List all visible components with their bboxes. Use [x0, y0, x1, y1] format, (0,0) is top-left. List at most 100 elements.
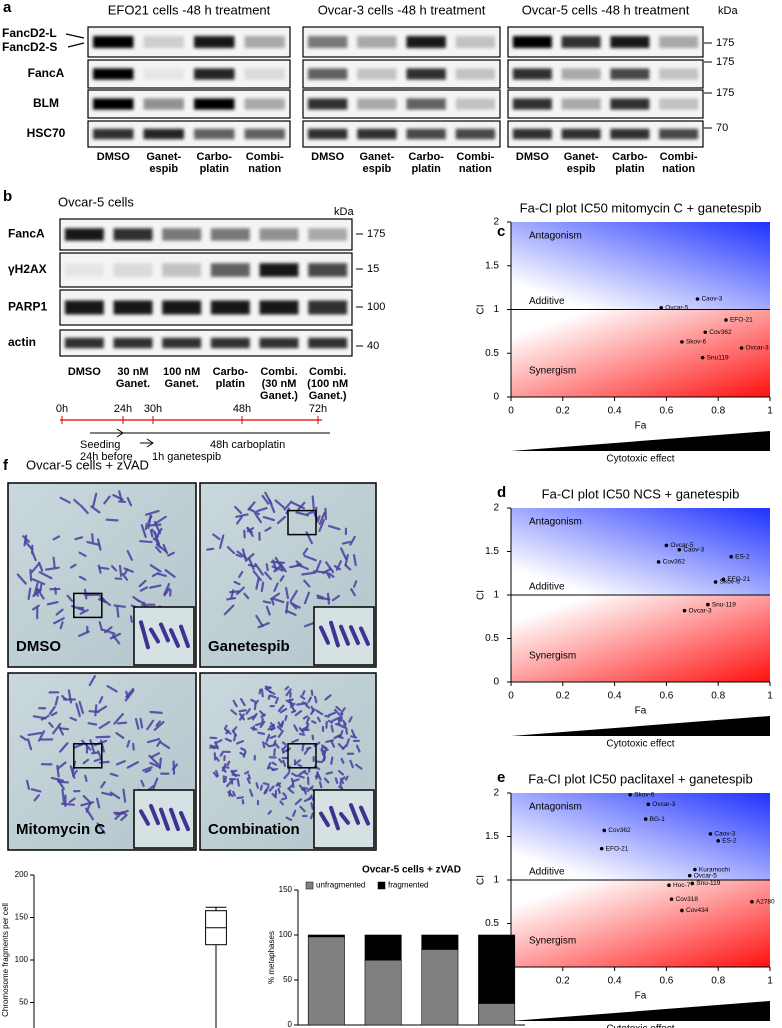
x-tick-label: 0.2	[556, 406, 570, 417]
lane-label: (30 nM	[262, 378, 297, 390]
blot-band	[659, 68, 699, 80]
chromosome-zoom	[349, 625, 360, 646]
region-label: Additive	[529, 867, 565, 878]
chromosome	[279, 721, 284, 727]
lane-label: Combi.	[309, 366, 346, 378]
lane-label: espib	[149, 163, 178, 175]
lane-label: espib	[363, 163, 392, 175]
timeline-time: 0h	[56, 403, 68, 415]
chromosome-zoom	[349, 803, 360, 825]
chromosome	[97, 705, 108, 713]
chromosome	[70, 563, 77, 569]
chromosome	[301, 571, 317, 576]
chromosome	[299, 805, 306, 813]
chromosome	[158, 757, 162, 770]
chromosome	[248, 557, 255, 571]
row-label: FancD2-S	[2, 40, 57, 54]
data-point	[667, 883, 671, 888]
blot-band	[194, 98, 235, 110]
synergism-region	[511, 880, 770, 967]
chromosome	[302, 547, 309, 556]
chromosome	[226, 546, 236, 555]
x-tick-label: 0	[508, 691, 514, 702]
chromosome	[55, 608, 64, 616]
chromosome	[354, 763, 363, 770]
blot-title: Ovcar-3 cells -48 h treatment	[318, 2, 486, 17]
blot-frame	[59, 329, 353, 357]
chromosome	[212, 745, 219, 750]
chromosome	[303, 554, 317, 562]
chromosome	[256, 507, 268, 513]
chromosome	[285, 688, 292, 697]
data-point	[750, 899, 754, 904]
panel-letter: e	[497, 769, 505, 786]
chromosome	[115, 732, 125, 739]
legend-label: fragmented	[388, 881, 428, 890]
point-label: Ovcar-5	[670, 542, 694, 549]
chromosome	[101, 791, 113, 797]
chromosome	[278, 561, 287, 573]
chromosome	[291, 501, 306, 510]
chromosome	[246, 527, 255, 533]
arrow	[67, 42, 85, 48]
chromosome	[349, 759, 354, 769]
data-point	[716, 839, 720, 843]
chromosome	[274, 499, 285, 509]
data-point	[646, 802, 651, 807]
chromosome	[231, 773, 241, 777]
chromosome-zoom	[319, 625, 330, 645]
chromosome	[82, 758, 90, 765]
chromosome-zoom	[149, 627, 160, 644]
chromosome	[234, 505, 243, 514]
lane-label: Ganet-	[359, 151, 394, 163]
chromosome	[245, 708, 251, 715]
chromosome	[126, 550, 133, 561]
chromosome	[163, 582, 171, 596]
region-label: Additive	[529, 582, 565, 593]
chromosome-zoom	[159, 622, 170, 643]
chromosome	[24, 540, 34, 551]
chromosome	[98, 720, 111, 729]
blot-band	[244, 68, 285, 80]
chromosome	[120, 814, 128, 822]
chromosome	[272, 559, 278, 572]
chromosome	[57, 780, 70, 784]
chart-title: Fa-CI plot IC50 NCS + ganetespib	[542, 486, 740, 501]
chromosome	[269, 723, 275, 728]
blot-band	[406, 68, 446, 80]
chromosome	[78, 630, 90, 637]
chromosome	[330, 756, 334, 765]
chromosome	[289, 589, 298, 603]
chromosome	[264, 687, 272, 694]
chromosome	[88, 675, 96, 687]
chromosome	[272, 597, 285, 604]
lane-label: espib	[567, 163, 596, 175]
point-label: Cov434	[686, 907, 709, 914]
chromosome	[167, 551, 175, 557]
chromosome	[306, 510, 314, 515]
chromosome	[48, 706, 56, 715]
blot-band	[93, 128, 134, 140]
chromosome	[262, 600, 272, 604]
chromosome	[59, 621, 64, 630]
point-label: EFO-21	[606, 845, 629, 852]
lane-label: DMSO	[68, 366, 101, 378]
blot-band	[194, 68, 235, 80]
chromosome	[265, 605, 271, 616]
chromosome	[124, 689, 135, 702]
y-tick-label: 2	[493, 217, 499, 228]
chromosome	[295, 511, 310, 517]
blot-band	[455, 128, 496, 140]
chromosome-zoom	[359, 805, 370, 826]
chromosome	[287, 787, 295, 794]
row-label: HSC70	[27, 126, 66, 140]
chromosome	[236, 740, 245, 745]
chromosome	[219, 750, 225, 757]
panel-letter: f	[3, 457, 9, 474]
chromosome-zoom	[179, 810, 190, 832]
data-point	[664, 543, 669, 548]
image-title: Ovcar-5 cells + zVAD	[26, 457, 149, 472]
chromosome	[91, 533, 94, 543]
x-axis-label: Fa	[635, 706, 647, 717]
chart-title: Fa-CI plot IC50 mitomycin C + ganetespib	[520, 200, 762, 215]
